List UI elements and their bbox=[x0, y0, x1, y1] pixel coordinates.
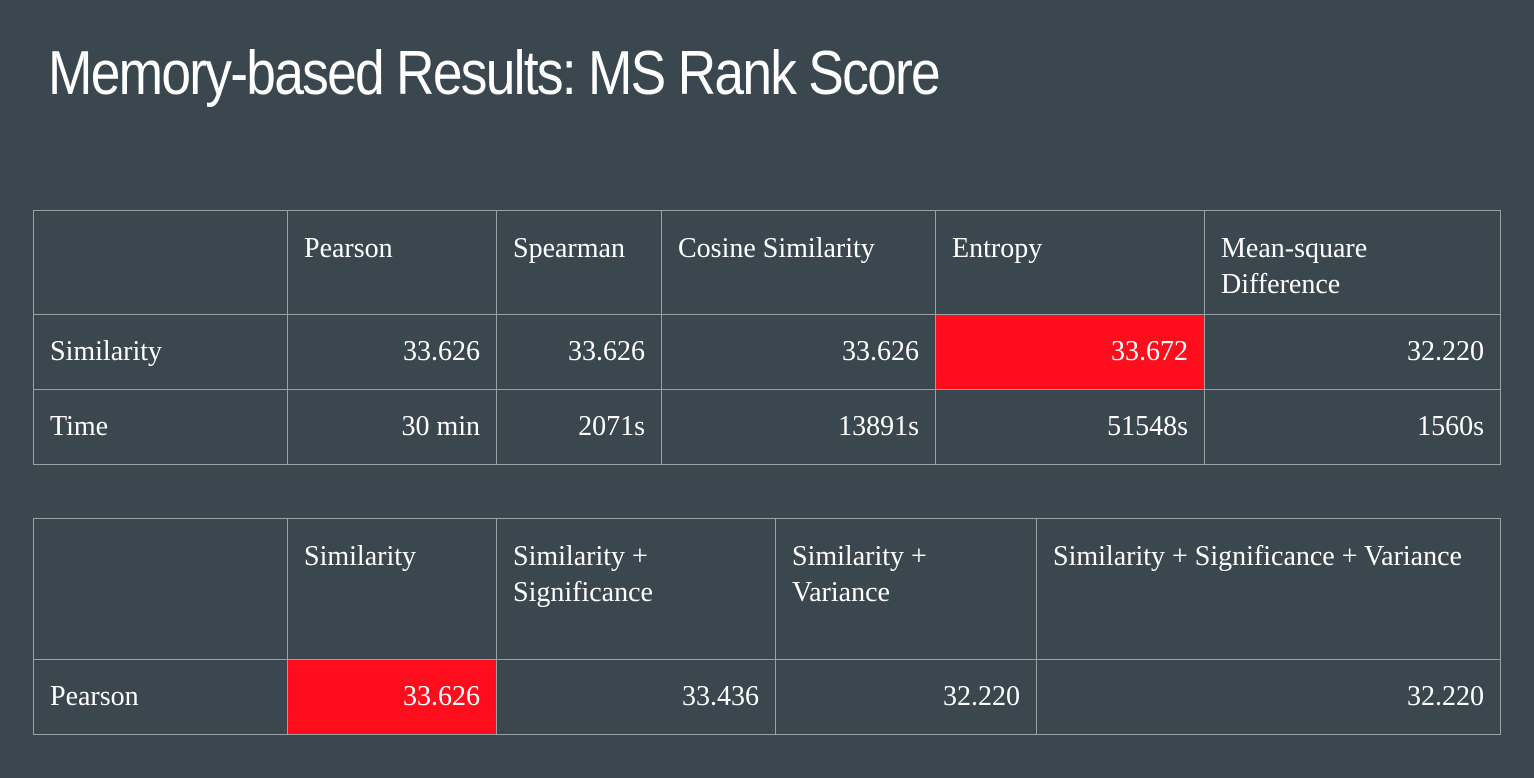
value-cell: 2071s bbox=[496, 389, 662, 465]
similarity-measures-table: Pearson Spearman Cosine Similarity Entro… bbox=[33, 210, 1501, 465]
header-cell-entropy: Entropy bbox=[935, 210, 1205, 315]
value-cell: 33.626 bbox=[661, 314, 936, 390]
header-cell-mean-square-difference: Mean-square Difference bbox=[1204, 210, 1501, 315]
value-cell: 13891s bbox=[661, 389, 936, 465]
pearson-variants-table: Similarity Similarity + Significance Sim… bbox=[33, 518, 1501, 735]
header-cell-similarity-significance-variance: Similarity + Significance + Variance bbox=[1036, 518, 1501, 660]
table-header-row: Pearson Spearman Cosine Similarity Entro… bbox=[33, 210, 1501, 315]
header-cell-empty bbox=[33, 210, 288, 315]
value-cell: 51548s bbox=[935, 389, 1205, 465]
row-label-similarity: Similarity bbox=[33, 314, 288, 390]
value-cell: 32.220 bbox=[1036, 659, 1501, 735]
header-cell-pearson: Pearson bbox=[287, 210, 497, 315]
row-label-pearson: Pearson bbox=[33, 659, 288, 735]
header-cell-similarity: Similarity bbox=[287, 518, 497, 660]
value-cell: 33.436 bbox=[496, 659, 776, 735]
header-cell-spearman: Spearman bbox=[496, 210, 662, 315]
table-header-row: Similarity Similarity + Significance Sim… bbox=[33, 518, 1501, 660]
table-row: Similarity 33.626 33.626 33.626 33.672 3… bbox=[33, 314, 1501, 390]
value-cell: 1560s bbox=[1204, 389, 1501, 465]
value-cell: 32.220 bbox=[775, 659, 1037, 735]
table-row: Pearson 33.626 33.436 32.220 32.220 bbox=[33, 659, 1501, 735]
value-cell: 33.626 bbox=[496, 314, 662, 390]
header-cell-similarity-variance: Similarity + Variance bbox=[775, 518, 1037, 660]
header-cell-empty bbox=[33, 518, 288, 660]
header-cell-cosine-similarity: Cosine Similarity bbox=[661, 210, 936, 315]
page-title: Memory-based Results: MS Rank Score bbox=[48, 39, 941, 108]
value-cell: 30 min bbox=[287, 389, 497, 465]
row-label-time: Time bbox=[33, 389, 288, 465]
header-cell-similarity-significance: Similarity + Significance bbox=[496, 518, 776, 660]
value-cell: 33.626 bbox=[287, 314, 497, 390]
value-cell: 32.220 bbox=[1204, 314, 1501, 390]
highlighted-value-cell: 33.672 bbox=[935, 314, 1205, 390]
highlighted-value-cell: 33.626 bbox=[287, 659, 497, 735]
table-row: Time 30 min 2071s 13891s 51548s 1560s bbox=[33, 389, 1501, 465]
